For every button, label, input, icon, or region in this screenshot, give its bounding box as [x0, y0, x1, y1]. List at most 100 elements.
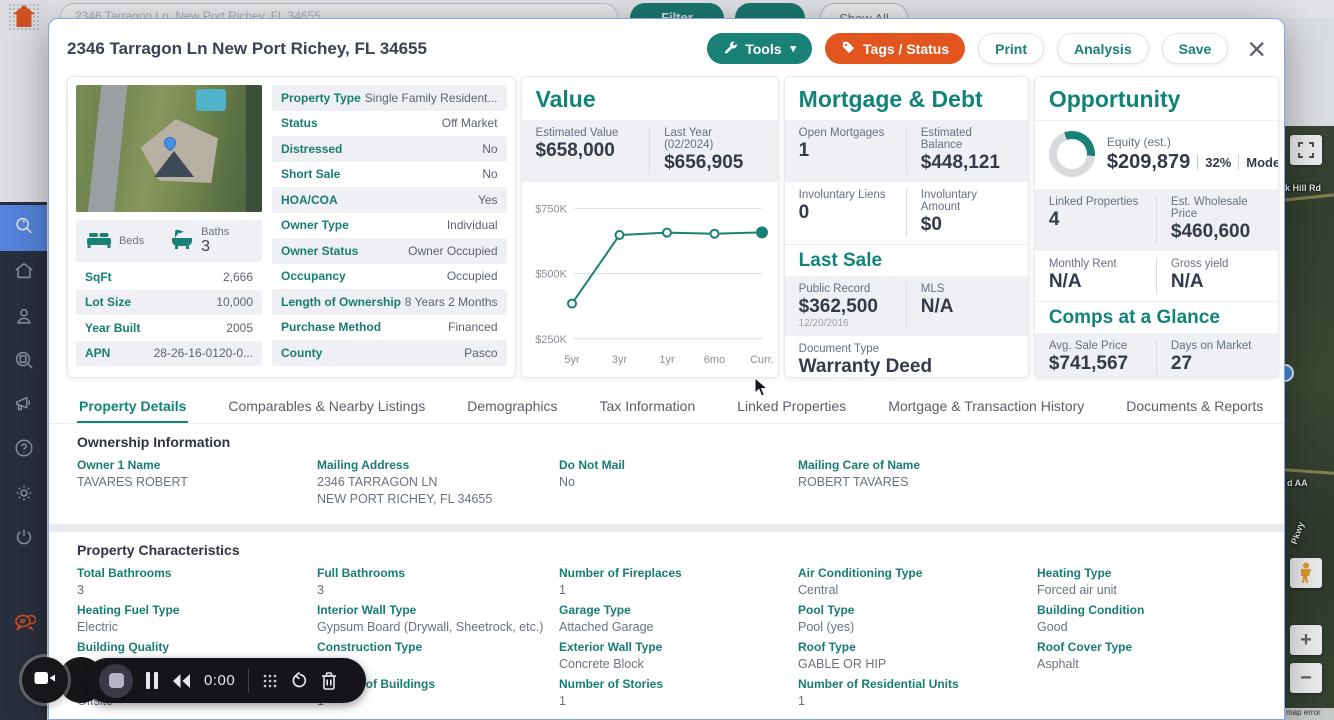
sidebar-top [0, 0, 47, 202]
overview-card: Beds Baths 3 SqFt 2,666 Lot Size 10,000 Year … [67, 76, 516, 378]
gross-yield-cell: Gross yield N/A [1155, 257, 1278, 294]
detail-label: County [281, 345, 323, 360]
tab-documents-reports[interactable]: Documents & Reports [1124, 394, 1265, 423]
field-label: Number of Fireplaces [559, 566, 682, 580]
tab-tax-information[interactable]: Tax Information [598, 394, 698, 423]
detail-label: Occupancy [281, 269, 346, 284]
equity-percent: 32% [1205, 154, 1232, 170]
svg-text:$250K: $250K [535, 334, 567, 346]
detail-value: 8 Years 2 Months [404, 294, 498, 309]
sidebar-item-help[interactable] [0, 427, 47, 473]
field-value: Concrete Block [559, 657, 644, 671]
field-value: Pool (yes) [798, 620, 855, 634]
document-type-cell: Document Type Warranty Deed [798, 343, 933, 378]
property-detail-row: HOA/COA Yes [272, 187, 507, 213]
characteristic-field: Garage Type Attached Garage [559, 601, 798, 638]
field-value: Good [1037, 620, 1068, 634]
field-value: Attached Garage [559, 620, 654, 634]
tag-icon [841, 40, 856, 58]
detail-label: Length of Ownership [281, 294, 401, 309]
sidebar-item-contacts[interactable] [0, 295, 47, 341]
field-value: 2346 TARRAGON LN NEW PORT RICHEY, FL 346… [317, 475, 493, 506]
person-icon [13, 305, 35, 332]
drag-handle[interactable] [262, 673, 278, 689]
fullscreen-button[interactable] [1290, 135, 1322, 165]
pegman-button[interactable] [1290, 558, 1322, 588]
sidebar-item-settings[interactable] [0, 472, 47, 518]
restart-recording-button[interactable] [291, 672, 308, 689]
tab-demographics[interactable]: Demographics [465, 394, 559, 423]
value-card: Value Estimated Value $658,000 Last Year… [520, 76, 779, 378]
analysis-button[interactable]: Analysis [1057, 33, 1149, 64]
close-icon[interactable]: × [1247, 30, 1266, 67]
sidebar-item-home[interactable] [0, 250, 47, 296]
field-value: 3 [77, 583, 84, 597]
sidebar-item-search[interactable] [0, 205, 47, 251]
tab-comparables-nearby-listings[interactable]: Comparables & Nearby Listings [226, 394, 427, 423]
tab-linked-properties[interactable]: Linked Properties [735, 394, 848, 423]
overview-stats: SqFt 2,666 Lot Size 10,000 Year Built 2005 APN… [76, 264, 262, 366]
detail-label: Owner Type [281, 218, 349, 233]
stat-value: 2,666 [222, 269, 253, 284]
tools-button[interactable]: Tools ▾ [707, 33, 813, 64]
field-value: TAVARES ROBERT [77, 475, 188, 489]
field-label: Owner 1 Name [77, 458, 161, 472]
beds-label: Beds [119, 234, 145, 247]
property-stat-row: Lot Size 10,000 [76, 289, 262, 315]
sidebar-item-marketing[interactable] [0, 383, 47, 429]
detail-tabs: Property Details Comparables & Nearby Lis… [49, 384, 1284, 424]
delete-recording-button[interactable] [321, 671, 337, 690]
characteristic-field: Total Bathrooms 3 [77, 564, 317, 601]
characteristic-field: Building Condition Good [1037, 601, 1266, 638]
field-label: Interior Wall Type [317, 603, 417, 617]
characteristic-field: Full Bathrooms 3 [317, 564, 559, 601]
property-detail-row: Short Sale No [272, 162, 507, 188]
propstream-logo [8, 3, 40, 31]
opportunity-title: Opportunity [1048, 86, 1181, 112]
zoom-out-button[interactable]: − [1290, 663, 1322, 693]
gear-icon [13, 482, 35, 509]
rewind-button[interactable] [171, 673, 191, 689]
sidebar-item-power[interactable] [0, 516, 47, 562]
sidebar-item-property-search[interactable] [0, 339, 47, 385]
property-aerial-photo[interactable] [76, 85, 262, 212]
tab-property-details[interactable]: Property Details [77, 394, 189, 423]
stop-recording-button[interactable] [99, 663, 133, 698]
field-value: 1 [559, 694, 566, 708]
wholesale-price-cell: Est. Wholesale Price $460,600 [1155, 196, 1278, 244]
property-detail-row: County Pasco [272, 340, 507, 366]
detail-label: Purchase Method [281, 320, 382, 335]
zoom-in-button[interactable]: + [1290, 625, 1322, 655]
characteristic-field: Interior Wall Type Gypsum Board (Drywall,… [317, 601, 559, 638]
pause-button[interactable] [146, 672, 158, 689]
public-record-cell: Public Record $362,500 12/20/2016 [785, 283, 906, 330]
svg-text:1yr: 1yr [659, 354, 675, 366]
field-value: Electric [77, 620, 118, 634]
camera-bubble[interactable] [22, 657, 68, 703]
megaphone-icon [13, 393, 35, 420]
video-camera-icon [34, 670, 56, 691]
save-button[interactable]: Save [1161, 33, 1229, 64]
print-button[interactable]: Print [978, 33, 1045, 64]
tab-mortgage-transaction-history[interactable]: Mortgage & Transaction History [886, 394, 1086, 423]
property-detail-row: Status Off Market [272, 111, 507, 137]
property-stat-row: SqFt 2,666 [76, 264, 262, 290]
ownership-title: Ownership Information [77, 434, 231, 450]
bed-bath-summary: Beds Baths 3 [76, 220, 262, 262]
detail-value: No [482, 141, 498, 156]
map-attribution[interactable]: map error [1284, 708, 1334, 720]
property-detail-row: Occupancy Occupied [272, 264, 507, 290]
characteristic-field: Pool Type Pool (yes) [798, 601, 1037, 638]
mortgage-title: Mortgage & Debt [798, 86, 983, 112]
mortgage-card: Mortgage & Debt Open Mortgages 1 Estimat… [783, 76, 1029, 378]
recording-timer: 0:00 [204, 672, 236, 689]
field-label: Total Bathrooms [77, 566, 172, 580]
field-label: Mailing Address [317, 458, 410, 472]
detail-value: Single Family Resident... [364, 90, 498, 105]
property-detail-row: Length of Ownership 8 Years 2 Months [272, 289, 507, 315]
characteristics-title: Property Characteristics [77, 542, 240, 558]
involuntary-amount-cell: Involuntary Amount $0 [905, 188, 1028, 237]
tags-status-button[interactable]: Tags / Status [825, 33, 966, 64]
wrench-icon [723, 40, 738, 58]
sidebar-item-support-chat[interactable] [0, 602, 47, 648]
